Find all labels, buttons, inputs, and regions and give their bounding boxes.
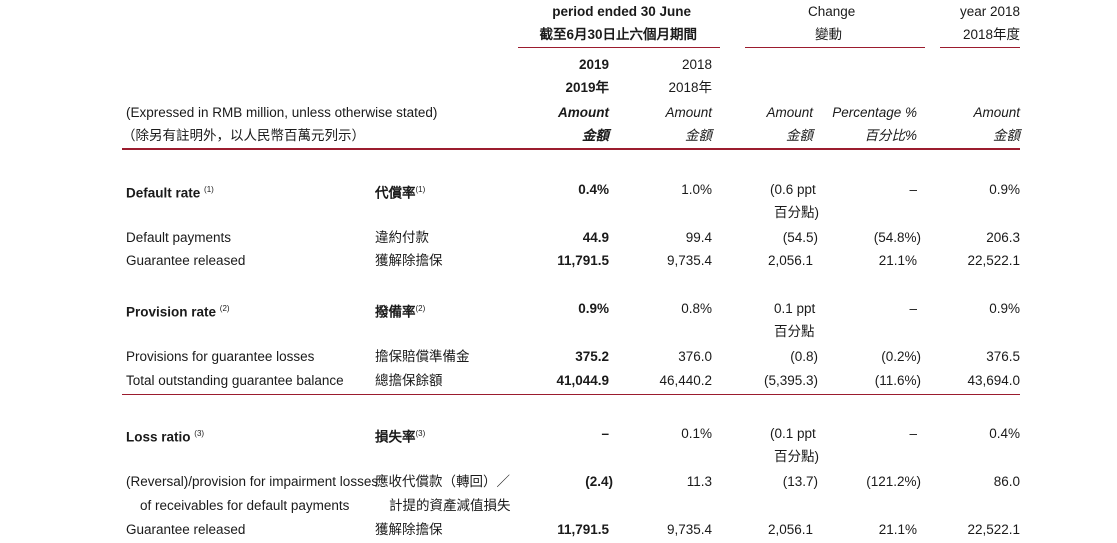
guarantee-released-2-change: 2,056.1	[767, 522, 813, 537]
header-thick-rule	[122, 148, 1020, 150]
amount-change-zh: 金額	[786, 128, 813, 143]
loss-ratio-change: (0.1 ppt	[770, 426, 816, 441]
amount-2019-en: Amount	[558, 105, 609, 120]
provisions-losses-year: 376.5	[986, 349, 1020, 364]
total-outstanding-change: (5,395.3)	[763, 373, 818, 388]
reversal-provision-label-2: of receivables for default payments	[140, 498, 350, 513]
provisions-losses-label-zh: 擔保賠償準備金	[375, 349, 470, 364]
default-rate-2018: 1.0%	[681, 182, 712, 197]
guarantee-released-2-2019: 11,791.5	[557, 522, 609, 537]
total-outstanding-label-zh: 總擔保餘額	[375, 373, 443, 388]
provisions-losses-2019: 375.2	[575, 349, 609, 364]
guarantee-released-pct: 21.1%	[878, 253, 917, 268]
default-payments-change: (54.5)	[782, 230, 818, 245]
loss-ratio-pct: –	[909, 426, 917, 441]
amount-2018-zh: 金額	[685, 128, 712, 143]
total-outstanding-year: 43,694.0	[967, 373, 1020, 388]
default-rate-2019: 0.4%	[578, 182, 609, 197]
guarantee-released-year: 22,522.1	[967, 253, 1020, 268]
default-rate-label: Default rate (1)	[126, 185, 214, 201]
default-payments-year: 206.3	[986, 230, 1020, 245]
section-rule	[122, 394, 1020, 395]
reversal-provision-2019: (2.4)	[585, 474, 613, 489]
default-payments-2019: 44.9	[582, 230, 609, 245]
amount-2019-zh: 金額	[582, 128, 609, 143]
guarantee-released-2018: 9,735.4	[666, 253, 712, 268]
loss-ratio-label-zh: 損失率(3)	[375, 429, 426, 445]
provision-rate-2018: 0.8%	[681, 301, 712, 316]
pct-change-en: Percentage %	[832, 105, 917, 120]
total-outstanding-2018: 46,440.2	[659, 373, 712, 388]
reversal-provision-2018: 11.3	[686, 474, 712, 489]
period-header-zh: 截至6月30日止六個月期間	[539, 27, 697, 42]
total-outstanding-pct: (11.6%)	[874, 373, 921, 388]
guarantee-released-2-pct: 21.1%	[878, 522, 917, 537]
year-rule	[940, 47, 1020, 48]
provision-rate-2019: 0.9%	[578, 301, 609, 316]
loss-ratio-year: 0.4%	[989, 426, 1020, 441]
col-2019-zh: 2019年	[565, 80, 609, 95]
guarantee-released-2-2018: 9,735.4	[666, 522, 712, 537]
expressed-note-zh: （除另有註明外，以人民幣百萬元列示）	[122, 128, 365, 143]
period-rule	[518, 47, 720, 48]
default-rate-change: (0.6 ppt	[770, 182, 816, 197]
reversal-provision-change: (13.7)	[782, 474, 818, 489]
reversal-provision-label: (Reversal)/provision for impairment loss…	[126, 474, 379, 489]
reversal-provision-label-zh: 應收代償款（轉回）／	[375, 474, 510, 489]
col-2018-zh: 2018年	[668, 80, 712, 95]
year-header-zh: 2018年度	[962, 27, 1020, 42]
default-rate-label-zh: 代償率(1)	[375, 185, 426, 201]
change-header-zh: 變動	[815, 27, 842, 42]
provisions-losses-pct: (0.2%)	[881, 349, 921, 364]
provisions-losses-2018: 376.0	[678, 349, 712, 364]
total-outstanding-2019: 41,044.9	[556, 373, 609, 388]
guarantee-released-2-label-zh: 獲解除擔保	[375, 522, 443, 537]
default-payments-2018: 99.4	[685, 230, 712, 245]
loss-ratio-2018: 0.1%	[681, 426, 712, 441]
col-2018: 2018	[681, 57, 712, 72]
provisions-losses-label: Provisions for guarantee losses	[126, 349, 315, 364]
default-payments-label-zh: 違約付款	[375, 230, 429, 245]
guarantee-released-label: Guarantee released	[126, 253, 246, 268]
reversal-provision-pct: (121.2%)	[866, 474, 921, 489]
provision-rate-label: Provision rate (2)	[126, 304, 230, 320]
default-payments-pct: (54.8%)	[873, 230, 921, 245]
guarantee-released-label-zh: 獲解除擔保	[375, 253, 443, 268]
loss-ratio-label: Loss ratio (3)	[126, 429, 205, 445]
provision-rate-year: 0.9%	[989, 301, 1020, 316]
col-2019: 2019	[578, 57, 609, 72]
pct-change-zh: 百分比%	[864, 128, 917, 143]
guarantee-released-change: 2,056.1	[767, 253, 813, 268]
guarantee-released-2019: 11,791.5	[557, 253, 609, 268]
loss-ratio-2019: –	[601, 426, 609, 441]
loss-ratio-change-zh: 百分點)	[774, 449, 819, 464]
reversal-provision-label-zh-2: 計提的資產減值損失	[389, 498, 511, 513]
reversal-provision-year: 86.0	[993, 474, 1020, 489]
provision-rate-change: 0.1 ppt	[774, 301, 816, 316]
amount-change-en: Amount	[766, 105, 813, 120]
period-header-en: period ended 30 June	[552, 4, 691, 19]
change-header-en: Change	[808, 4, 856, 19]
default-rate-year: 0.9%	[989, 182, 1020, 197]
guarantee-released-2-label: Guarantee released	[126, 522, 246, 537]
default-rate-pct: –	[909, 182, 917, 197]
change-rule	[745, 47, 925, 48]
provision-rate-pct: –	[909, 301, 917, 316]
year-header-en: year 2018	[959, 4, 1020, 19]
guarantee-released-2-year: 22,522.1	[967, 522, 1020, 537]
total-outstanding-label: Total outstanding guarantee balance	[126, 373, 344, 388]
amount-year-en: Amount	[973, 105, 1020, 120]
expressed-note-en: (Expressed in RMB million, unless otherw…	[126, 105, 438, 120]
amount-year-zh: 金額	[993, 128, 1020, 143]
default-rate-change-zh: 百分點)	[774, 205, 819, 220]
provision-rate-change-zh: 百分點	[774, 324, 815, 339]
provisions-losses-change: (0.8)	[790, 349, 818, 364]
default-payments-label: Default payments	[126, 230, 232, 245]
amount-2018-en: Amount	[665, 105, 712, 120]
provision-rate-label-zh: 撥備率(2)	[375, 304, 426, 320]
